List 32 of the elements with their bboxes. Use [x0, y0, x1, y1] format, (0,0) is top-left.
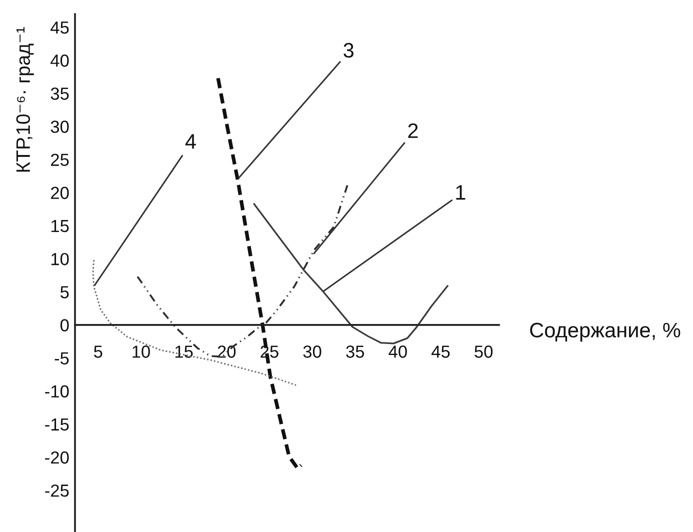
line-series: [216, 76, 303, 470]
y-axis-title: КТР,10⁻⁶· град⁻¹: [16, 27, 34, 172]
y-tick-label: -10: [45, 385, 69, 398]
y-tick-label: 10: [51, 252, 69, 266]
x-tick-label: 45: [432, 346, 450, 358]
x-tick-label: 50: [474, 346, 493, 358]
annotation: 1: [456, 185, 466, 200]
x-tick-label: 40: [388, 346, 407, 358]
y-tick-label: 40: [50, 54, 69, 67]
y-tick-label: 25: [51, 154, 69, 166]
y-tick-label: -15: [45, 418, 69, 431]
annotation: 3: [344, 42, 354, 58]
y-tick-label: 0: [60, 319, 69, 332]
x-tick-label: 10: [132, 346, 150, 358]
x-tick-label: 15: [175, 346, 193, 358]
x-tick-label: 30: [303, 346, 322, 358]
y-tick-label: 15: [51, 220, 69, 232]
y-tick-label: -20: [45, 451, 69, 464]
x-axis-title: Содержание, %: [530, 322, 680, 342]
x-tick-label: 5: [94, 346, 102, 358]
line-series: [253, 203, 448, 344]
y-tick-label: -5: [54, 352, 69, 364]
y-tick-label: 5: [60, 286, 69, 298]
y-tick-label: 30: [50, 120, 69, 133]
line-series: [92, 259, 297, 386]
annotation: 2: [408, 123, 418, 138]
y-tick-label: -25: [45, 484, 69, 497]
x-tick-label: 35: [346, 346, 364, 358]
y-tick-label: 35: [50, 88, 69, 100]
y-tick-label: 45: [50, 22, 69, 34]
y-tick-label: 20: [51, 186, 69, 200]
annotation: 4: [185, 134, 196, 149]
